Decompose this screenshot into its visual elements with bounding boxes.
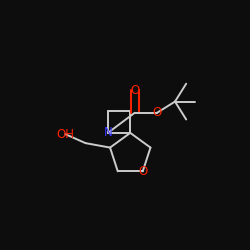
Text: O: O	[138, 165, 147, 178]
Text: O: O	[152, 106, 162, 119]
Text: N: N	[104, 126, 112, 140]
Text: OH: OH	[56, 128, 74, 141]
Text: O: O	[130, 84, 139, 97]
